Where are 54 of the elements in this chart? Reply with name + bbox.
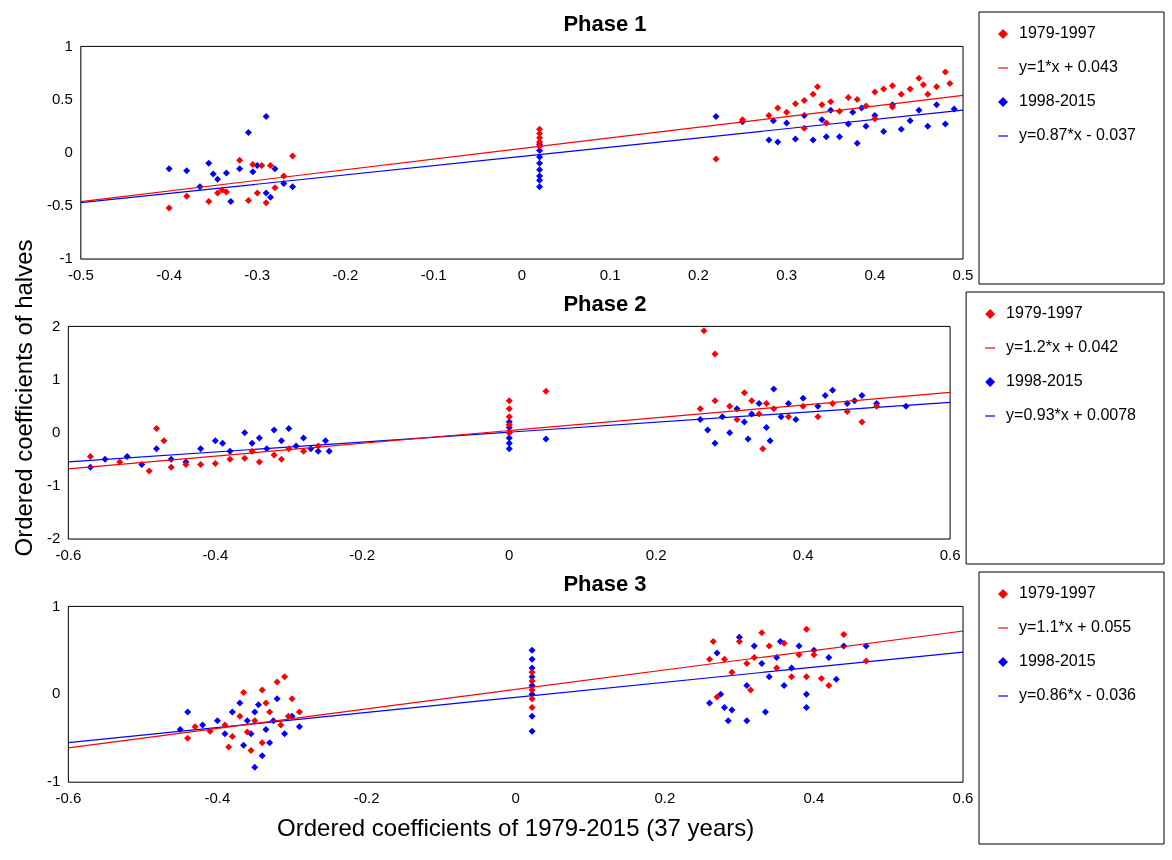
y-tick-label: -0.5 — [46, 195, 73, 213]
y-tick-label: 1 — [51, 596, 61, 614]
y-tick-label: 0.5 — [51, 89, 73, 107]
x-tick-label: 0.2 — [645, 546, 667, 564]
y-tick-label: 0 — [51, 422, 61, 440]
x-axis-title: Ordered coefficients of 1979-2015 (37 years) — [277, 814, 755, 842]
legend-label: y=1.1*x + 0.055 — [1019, 618, 1132, 636]
y-tick-label: -1 — [59, 249, 73, 267]
x-tick-label: -0.1 — [420, 266, 447, 284]
legend-label: y=1*x + 0.043 — [1019, 58, 1118, 76]
chart-title: Phase 1 — [563, 11, 647, 37]
chart-title: Phase 3 — [563, 571, 647, 597]
y-tick-label: 0 — [64, 142, 73, 160]
x-tick-label: 0.2 — [687, 266, 709, 284]
y-tick-label: -1 — [46, 772, 61, 790]
y-tick-label: 2 — [51, 316, 61, 334]
x-tick-label: 0.1 — [599, 266, 621, 284]
legend-label: y=0.86*x - 0.036 — [1019, 686, 1137, 704]
legend-label: y=1.2*x + 0.042 — [1006, 338, 1119, 356]
x-tick-label: 0.4 — [792, 546, 814, 564]
x-tick-label: 0.4 — [864, 266, 886, 284]
x-tick-label: 0 — [517, 266, 527, 284]
legend-label: 1979-1997 — [1019, 24, 1096, 42]
x-tick-label: -0.4 — [156, 266, 182, 284]
x-tick-label: 0 — [511, 789, 520, 807]
y-tick-label: 1 — [51, 369, 61, 387]
x-tick-label: -0.2 — [349, 546, 376, 564]
legend-label: 1979-1997 — [1019, 584, 1096, 602]
y-tick-label: 1 — [64, 36, 73, 54]
x-tick-label: -0.6 — [55, 789, 82, 807]
legend-label: 1998-2015 — [1006, 372, 1083, 390]
y-axis-title: Ordered coefficients of halves — [10, 239, 38, 557]
y-tick-label: 0 — [51, 684, 61, 702]
x-tick-label: -0.6 — [55, 546, 82, 564]
x-tick-label: -0.3 — [244, 266, 271, 284]
x-tick-label: 0.3 — [776, 266, 798, 284]
x-tick-label: 0 — [505, 546, 514, 564]
legend-label: 1998-2015 — [1019, 652, 1096, 670]
x-tick-label: 0.5 — [952, 266, 974, 284]
y-tick-label: -2 — [46, 529, 61, 547]
x-tick-label: 0.6 — [939, 546, 961, 564]
chart-title: Phase 2 — [563, 291, 647, 317]
legend-label: y=0.87*x - 0.037 — [1019, 126, 1137, 144]
x-tick-label: -0.4 — [204, 789, 231, 807]
legend-label: 1998-2015 — [1019, 92, 1096, 110]
legend-label: 1979-1997 — [1006, 304, 1083, 322]
x-tick-label: -0.2 — [353, 789, 380, 807]
x-tick-label: 0.2 — [654, 789, 676, 807]
legend-label: y=0.93*x + 0.0078 — [1006, 406, 1137, 424]
x-tick-label: 0.6 — [952, 789, 974, 807]
x-tick-label: -0.2 — [332, 266, 359, 284]
y-tick-label: -1 — [46, 475, 61, 493]
x-tick-label: -0.4 — [202, 546, 229, 564]
x-tick-label: 0.4 — [803, 789, 825, 807]
